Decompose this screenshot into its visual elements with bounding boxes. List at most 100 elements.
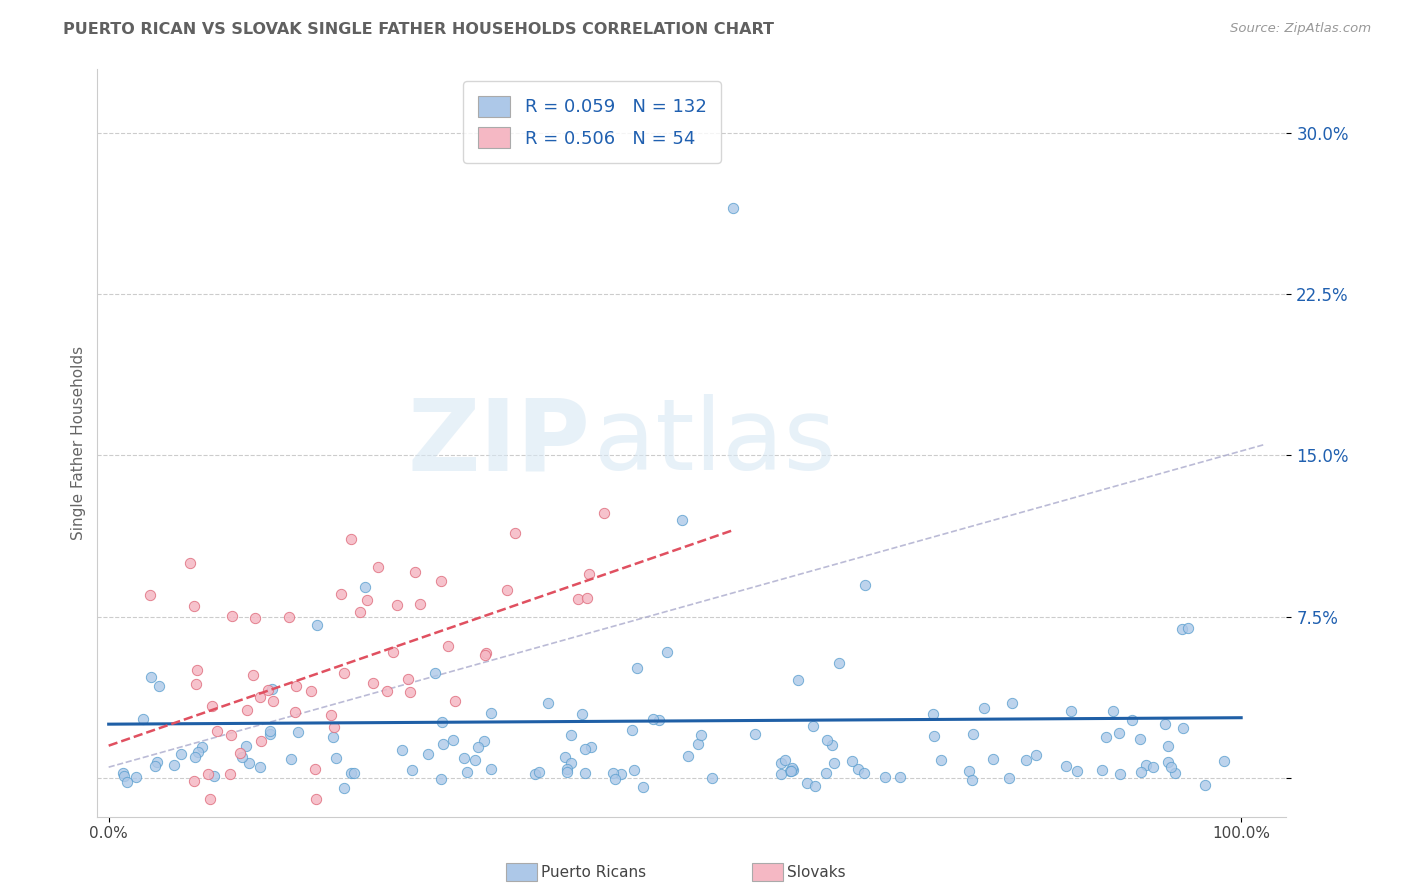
Point [574,742,596,756]
Point [200,792,222,806]
Point [623,763,645,777]
Point [284,705,307,719]
Point [221,609,243,624]
Point [676,749,699,764]
Point [200,698,222,713]
Point [574,766,596,780]
Point [1171,721,1194,735]
Point [367,559,389,574]
Point [259,724,281,739]
Point [1213,754,1236,768]
Point [112,769,135,783]
Point [1194,779,1216,793]
Point [474,648,496,662]
Point [219,767,242,781]
Point [815,766,838,780]
Point [187,745,209,759]
Point [385,599,408,613]
Point [229,746,252,760]
Point [641,712,664,726]
Point [782,761,804,775]
Point [702,771,724,785]
Point [249,690,271,704]
Point [257,682,280,697]
Point [125,771,148,785]
Point [197,767,219,781]
Point [846,763,869,777]
Point [139,588,162,602]
Point [621,723,644,738]
Point [242,668,264,682]
Point [721,201,744,215]
Point [259,727,281,741]
Point [430,574,453,589]
Point [555,762,578,776]
Point [1091,763,1114,777]
Point [423,666,446,681]
Point [148,679,170,693]
Point [262,681,284,696]
Point [430,714,453,729]
Text: Puerto Ricans: Puerto Ricans [541,865,647,880]
Point [377,684,399,698]
Point [132,712,155,726]
Point [655,645,678,659]
Point [250,734,273,748]
Point [801,719,824,733]
Point [179,556,201,570]
Point [382,644,405,658]
Point [143,758,166,772]
Point [560,728,582,742]
Point [111,765,134,780]
Point [576,591,599,605]
Point [780,764,803,779]
Point [441,732,464,747]
Point [571,706,593,721]
Point [278,610,301,624]
Point [305,792,328,806]
Point [322,730,344,744]
Point [626,661,648,675]
Point [236,703,259,717]
Point [1157,739,1180,754]
Point [688,737,710,751]
Point [592,506,614,520]
Point [1108,726,1130,740]
Point [333,666,356,681]
Point [190,740,212,755]
Point [456,764,478,779]
Point [304,762,326,776]
Point [578,567,600,582]
Point [340,532,363,546]
Point [391,743,413,757]
Point [744,727,766,741]
Point [997,771,1019,785]
Point [1060,704,1083,718]
Point [922,706,945,721]
Point [567,592,589,607]
Point [184,676,207,690]
Text: atlas: atlas [595,394,837,491]
Point [146,755,169,769]
Point [221,728,243,742]
Point [1129,731,1152,746]
Point [202,769,225,783]
Point [555,765,578,780]
Point [205,724,228,739]
Point [329,587,352,601]
Text: ZIP: ZIP [408,394,591,491]
Point [453,750,475,764]
Point [610,766,633,780]
Point [981,752,1004,766]
Point [301,684,323,698]
Point [873,770,896,784]
Point [325,751,347,765]
Point [343,765,366,780]
Point [931,753,953,767]
Point [1129,764,1152,779]
Point [280,752,302,766]
Point [238,756,260,770]
Point [467,739,489,754]
Point [560,756,582,770]
Point [481,706,503,721]
